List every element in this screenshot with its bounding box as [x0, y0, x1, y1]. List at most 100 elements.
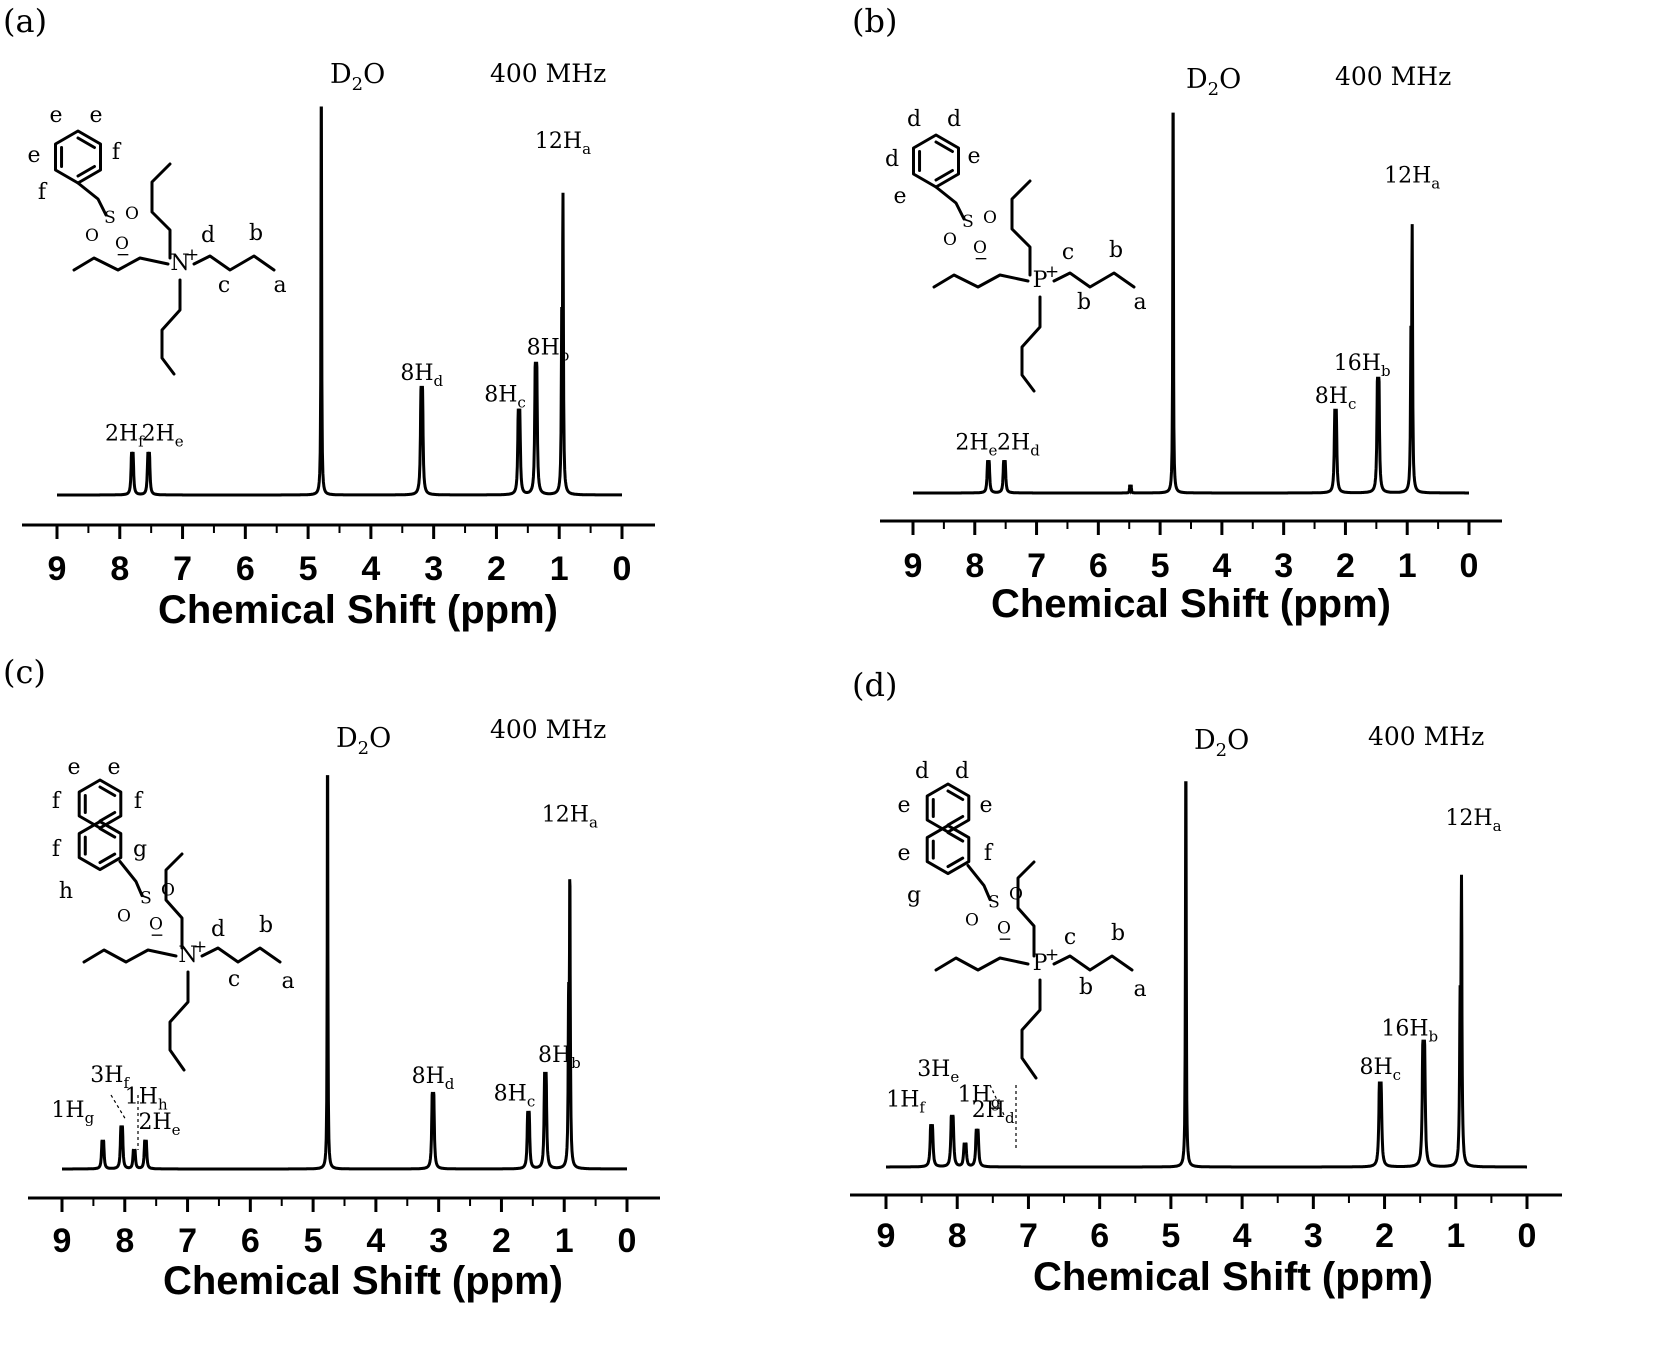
peak-label: 8Hd — [400, 361, 443, 390]
x-axis-title: Chemical Shift (ppm) — [991, 582, 1391, 626]
peak-point — [1185, 739, 1187, 741]
peak-label: 2He — [955, 431, 997, 460]
x-tick-label: 2 — [1336, 547, 1355, 585]
frequency-label: 400 MHz — [1335, 62, 1451, 91]
x-tick-label: 0 — [1518, 1217, 1537, 1255]
molecule-structure: S OO O−d dd eeP+c bb a — [885, 107, 1147, 393]
peak-label: 12Ha — [542, 803, 598, 832]
bond — [168, 970, 190, 1072]
molecule-atom-label: b — [1079, 975, 1093, 1000]
frequency-label: 400 MHz — [1368, 722, 1484, 751]
x-tick-label: 4 — [1233, 1217, 1252, 1255]
molecule-atom-label: d — [907, 107, 921, 132]
solvent-label: D2O — [1186, 64, 1241, 100]
x-axis-title: Chemical Shift (ppm) — [163, 1259, 563, 1303]
molecule-atom-label: N — [178, 943, 197, 968]
peak-label: 8Hd — [412, 1064, 455, 1093]
x-tick-label: 8 — [110, 550, 129, 588]
molecule-atom-label: g — [133, 837, 147, 862]
peak-label: 8Hc — [1359, 1055, 1401, 1084]
peak-label: 8Hc — [484, 383, 526, 412]
molecule-atom-label: e — [897, 793, 910, 818]
solvent-label: D2O — [330, 59, 385, 95]
molecule-atom-label: O — [997, 919, 1011, 939]
x-tick-label: 2 — [487, 550, 506, 588]
molecule-atom-label: + — [193, 937, 207, 957]
molecule-atom-label: + — [1045, 945, 1059, 965]
x-tick-label: 9 — [877, 1217, 896, 1255]
bond — [1052, 271, 1136, 289]
bond — [1020, 978, 1042, 1080]
peak-label: 8Hb — [538, 1043, 581, 1072]
molecule-atom-label: O — [125, 204, 139, 224]
bond — [934, 185, 966, 221]
molecule-atom-label: + — [1045, 262, 1059, 282]
x-tick-label: 1 — [550, 550, 569, 588]
molecule-atom-label: d — [211, 917, 225, 942]
molecule-atom-label: e — [107, 755, 120, 780]
molecule-atom-label: O — [973, 238, 987, 258]
nmr-panel-b: (b) 400 MHz D2O 2He 2Hd 8Hc 16Hb 12Ha 9 8 7 6 5 4 3 2 1 0… — [852, 2, 1502, 626]
bond — [76, 136, 96, 149]
peak-label: 12Ha — [1445, 806, 1501, 835]
panel-label: (a) — [3, 2, 47, 40]
x-tick-label: 9 — [904, 547, 923, 585]
molecule-atom-label: f — [984, 841, 994, 866]
molecule-atom-label: − — [150, 926, 164, 946]
molecule-atom-label: P — [1033, 268, 1048, 293]
x-tick-label: 0 — [613, 550, 632, 588]
panel-label: (d) — [852, 666, 897, 704]
peak-label: 2Hf — [105, 421, 145, 450]
molecule-atom-label: O — [965, 911, 979, 931]
x-tick-label: 8 — [965, 547, 984, 585]
bond — [1016, 860, 1036, 958]
molecule-atom-label: b — [1077, 290, 1091, 315]
molecule-atom-label: − — [998, 930, 1012, 950]
x-tick-label: 3 — [429, 1222, 448, 1260]
bond — [932, 273, 1030, 289]
bond — [150, 162, 172, 260]
frequency-label: 400 MHz — [490, 59, 606, 88]
bond — [946, 831, 965, 843]
molecule-atom-label: f — [38, 180, 48, 205]
molecule-atom-label: e — [27, 143, 40, 168]
molecule-atom-label: c — [1064, 925, 1076, 950]
molecule-atom-label: O — [117, 907, 131, 927]
molecule-atom-label: f — [112, 140, 122, 165]
molecule-atom-label: g — [907, 883, 921, 908]
molecule-atom-label: O — [149, 915, 163, 935]
x-tick-label: 1 — [555, 1222, 574, 1260]
x-tick-label: 5 — [304, 1222, 323, 1260]
bond — [98, 811, 117, 823]
x-tick-label: 8 — [115, 1222, 134, 1260]
peak-label: 1Hh — [125, 1085, 168, 1114]
spectrum-line — [57, 106, 622, 497]
ring — [925, 824, 971, 876]
molecule-atom-label: d — [201, 223, 215, 248]
x-tick-label: 5 — [1151, 547, 1170, 585]
x-tick-label: 8 — [948, 1217, 967, 1255]
x-tick-label: 7 — [178, 1222, 197, 1260]
molecule-atom-label: d — [947, 107, 961, 132]
molecule-atom-label: e — [67, 755, 80, 780]
bond — [200, 946, 282, 964]
x-tick-label: 4 — [1212, 547, 1231, 585]
x-tick-label: 0 — [1460, 547, 1479, 585]
x-tick-label: 6 — [236, 550, 255, 588]
x-tick-label: 2 — [492, 1222, 511, 1260]
molecule-atom-label: c — [228, 967, 240, 992]
ring — [77, 820, 123, 872]
molecule-atom-label: O — [1009, 885, 1023, 905]
peak-point — [320, 64, 322, 66]
molecule-atom-label: S — [988, 893, 1000, 913]
molecule-atom-label: − — [116, 245, 130, 265]
x-tick-label: 5 — [299, 550, 318, 588]
bond — [946, 789, 965, 801]
molecule-structure: S OO O−e ee ffN+d bc a — [27, 103, 287, 376]
molecule-atom-label: O — [943, 230, 957, 250]
bond — [946, 815, 965, 827]
bond — [164, 852, 184, 950]
molecule-atom-label: b — [259, 913, 273, 938]
